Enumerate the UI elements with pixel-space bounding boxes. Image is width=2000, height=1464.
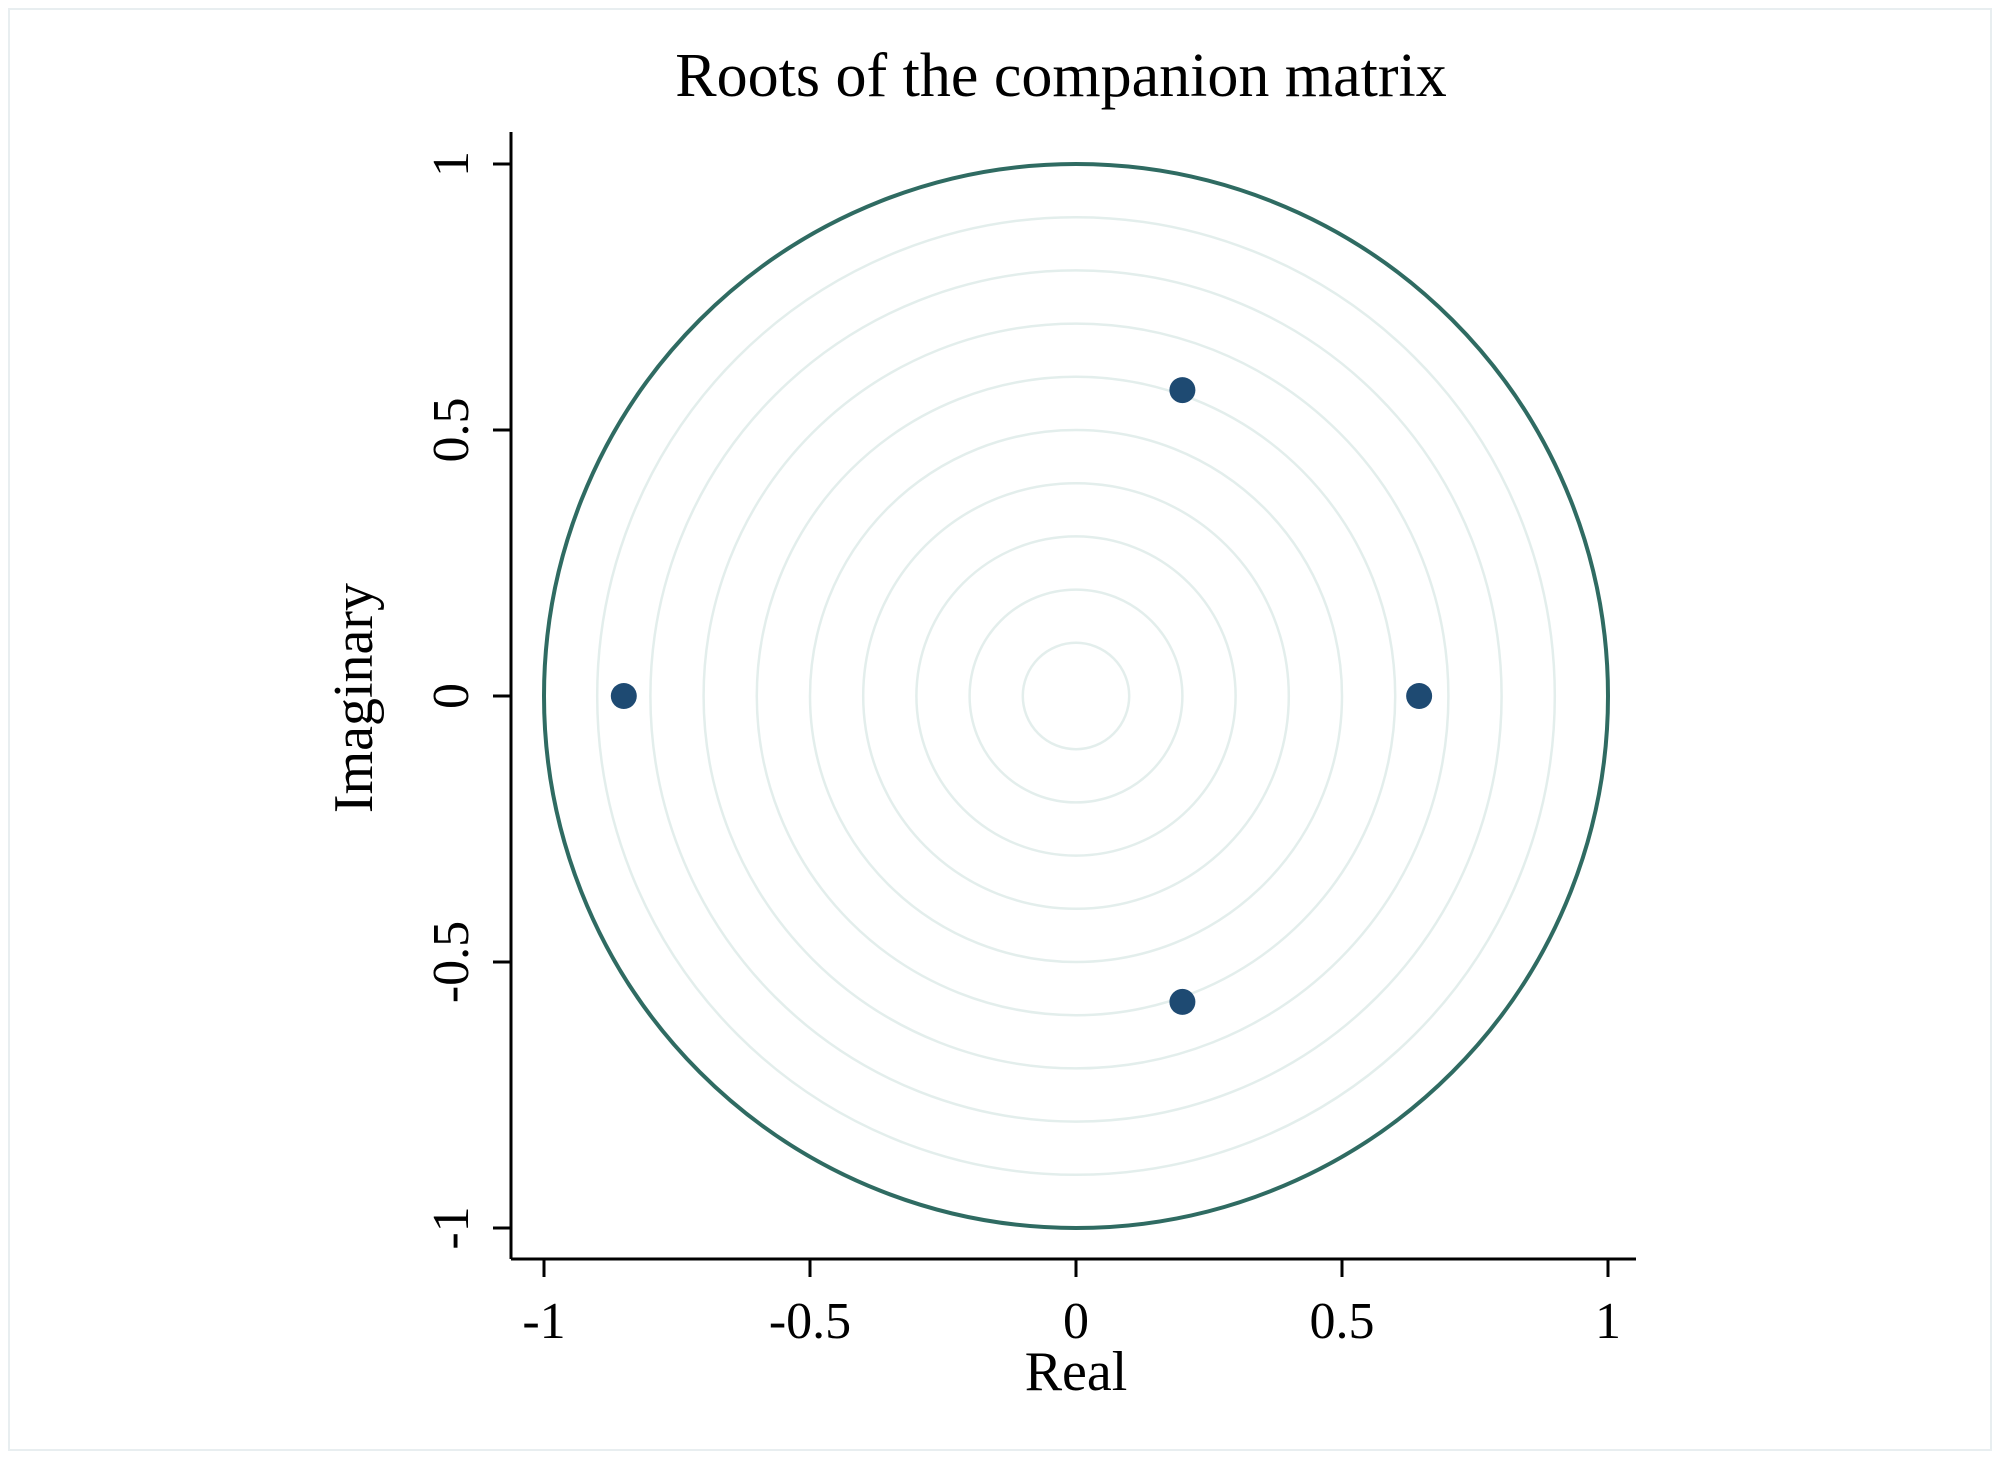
y-tick-label-4: 1 xyxy=(423,151,480,177)
y-tick-label-0: -1 xyxy=(423,1206,480,1249)
chart-title: Roots of the companion matrix xyxy=(675,42,1446,110)
grid-circle-5 xyxy=(755,375,1397,1017)
unit-circle xyxy=(542,162,1610,1230)
y-tick-label-2: 0 xyxy=(423,683,480,709)
grid-circle-0 xyxy=(1021,641,1131,751)
x-tick-label-0: -1 xyxy=(522,1293,565,1350)
grid-circle-1 xyxy=(968,588,1184,804)
x-tick-label-2: 0 xyxy=(1063,1293,1089,1350)
grid-circle-4 xyxy=(808,428,1344,964)
y-axis-label: Imaginary xyxy=(323,583,385,813)
y-tick-label-3: 0.5 xyxy=(423,398,480,463)
root-point-2 xyxy=(1169,988,1196,1015)
grid-circle-7 xyxy=(649,269,1503,1123)
chart-frame xyxy=(8,8,1992,1451)
x-tick-label-4: 1 xyxy=(1595,1293,1621,1350)
root-point-1 xyxy=(1169,377,1196,404)
grid-circle-2 xyxy=(915,535,1237,857)
y-tick-label-1: -0.5 xyxy=(423,921,480,1003)
x-axis-label: Real xyxy=(1025,1341,1128,1403)
grid-circle-8 xyxy=(595,215,1557,1177)
unit-circle-group xyxy=(542,162,1610,1230)
axes: -1 -0.5 0 0.5 1 -1 -0.5 0 0.5 1 xyxy=(423,132,1636,1350)
x-tick-label-3: 0.5 xyxy=(1310,1293,1375,1350)
grid-circles xyxy=(595,215,1557,1177)
grid-circle-6 xyxy=(702,322,1450,1070)
root-point-0 xyxy=(610,683,637,709)
grid-circle-3 xyxy=(861,481,1291,911)
x-tick-label-1: -0.5 xyxy=(769,1293,851,1350)
root-points xyxy=(610,377,1433,1015)
root-point-3 xyxy=(1406,683,1433,709)
